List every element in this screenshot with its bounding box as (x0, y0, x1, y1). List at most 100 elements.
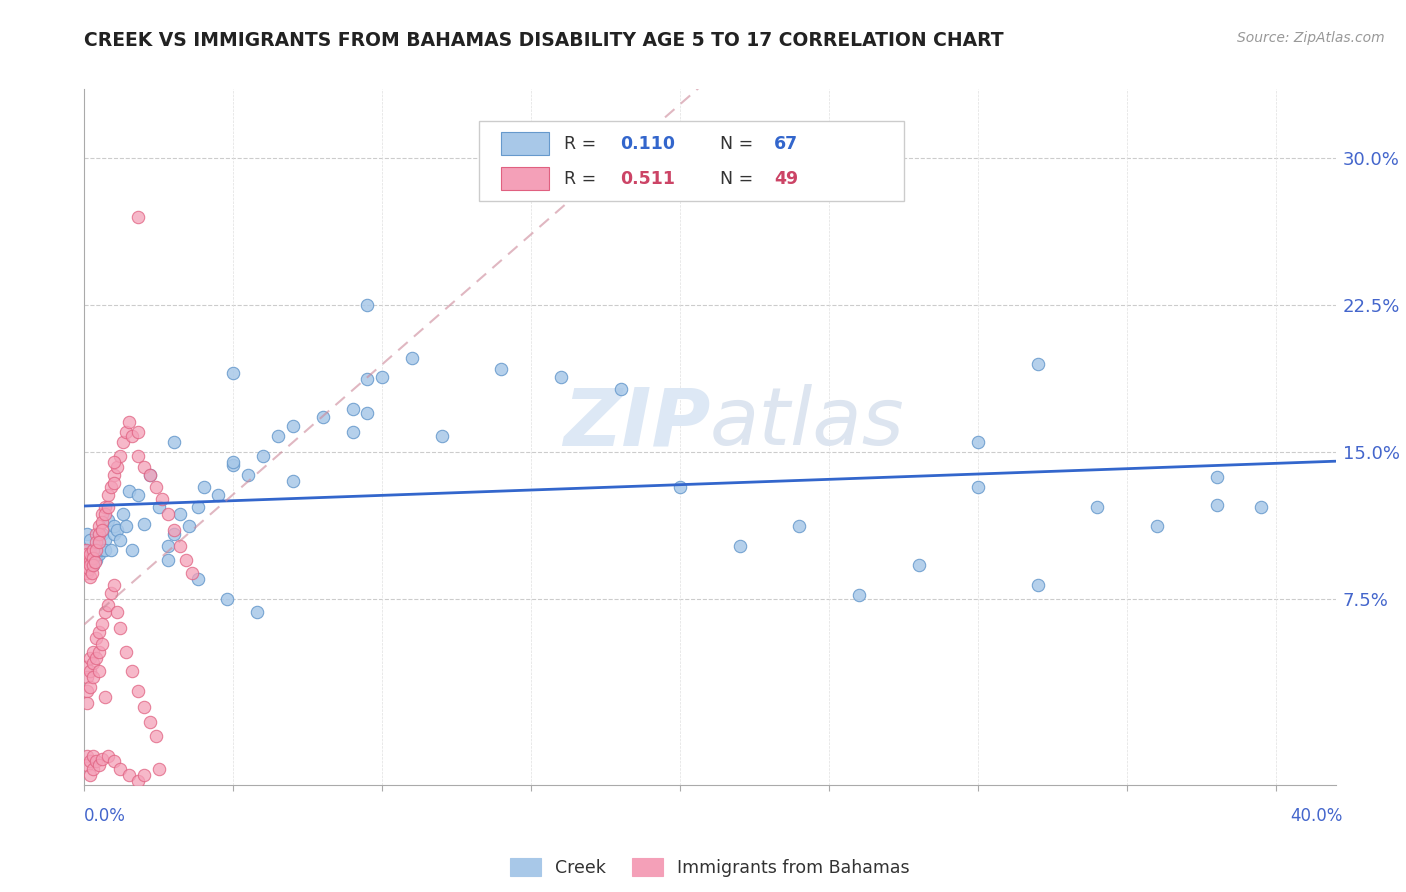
Text: 40.0%: 40.0% (1291, 806, 1343, 824)
Point (127, 684, 149, 698)
Point (127, 425, 149, 440)
Point (252, 449, 274, 463)
Point (100, 480, 122, 494)
Point (1085, 500, 1108, 514)
Point (76, 558, 98, 573)
Point (91, 527, 114, 541)
Point (103, 476, 125, 491)
Point (148, 762, 170, 776)
Point (127, 210, 149, 224)
Point (105, 523, 128, 537)
Point (79, 650, 101, 665)
Point (967, 434, 990, 449)
Y-axis label: Disability Age 5 to 17: Disability Age 5 to 17 (0, 348, 8, 526)
Point (79, 550, 101, 565)
Point (669, 480, 692, 494)
Point (91, 523, 114, 537)
Point (75, 660, 97, 674)
Point (145, 729, 167, 743)
Point (97, 488, 120, 502)
Point (79, 533, 101, 547)
Text: N =: N = (720, 170, 759, 188)
Point (97, 500, 120, 514)
Point (222, 454, 245, 468)
Point (139, 468, 162, 483)
Point (112, 508, 135, 522)
Point (108, 621, 131, 635)
Point (312, 409, 335, 424)
Point (1205, 498, 1227, 512)
Point (84, 552, 107, 566)
Point (163, 527, 186, 541)
Point (77, 562, 100, 576)
Text: 49: 49 (773, 170, 799, 188)
Point (193, 480, 215, 494)
Point (132, 517, 155, 532)
Point (82, 542, 104, 557)
Point (79, 558, 101, 573)
Point (169, 508, 191, 522)
Point (177, 519, 200, 533)
Point (281, 474, 304, 488)
Point (89, 527, 111, 541)
Point (84, 535, 107, 549)
Point (127, 774, 149, 789)
Point (112, 434, 135, 449)
Point (94, 500, 117, 514)
Point (105, 460, 128, 475)
Point (84, 755, 107, 769)
Point (127, 449, 149, 463)
Point (550, 370, 572, 384)
Point (118, 416, 141, 430)
Point (401, 351, 423, 365)
Point (75, 542, 97, 557)
Point (82, 542, 104, 557)
Point (76, 748, 98, 763)
Point (108, 449, 131, 463)
Point (132, 768, 155, 782)
Point (163, 434, 186, 449)
Point (267, 429, 290, 443)
Point (115, 519, 138, 533)
Point (91, 752, 114, 766)
Point (121, 542, 143, 557)
Point (100, 586, 122, 600)
Legend: Creek, Immigrants from Bahamas: Creek, Immigrants from Bahamas (503, 852, 917, 884)
Point (94, 508, 117, 522)
Point (79, 552, 101, 566)
Text: 0.110: 0.110 (620, 136, 675, 153)
FancyBboxPatch shape (501, 132, 548, 155)
Point (76, 527, 98, 541)
Point (91, 516, 114, 530)
Text: 0.0%: 0.0% (84, 806, 127, 824)
Point (89, 535, 111, 549)
Point (91, 617, 114, 632)
Point (97, 598, 120, 612)
Point (115, 425, 138, 440)
Point (430, 429, 453, 443)
Point (967, 480, 990, 494)
Text: ZIP: ZIP (562, 384, 710, 462)
Point (356, 298, 378, 312)
Point (342, 401, 364, 416)
Point (82, 558, 104, 573)
Point (89, 758, 111, 772)
Point (281, 419, 304, 434)
Point (94, 542, 117, 557)
Point (148, 500, 170, 514)
Point (76, 552, 98, 566)
Text: 0.511: 0.511 (620, 170, 675, 188)
Point (103, 755, 125, 769)
Point (91, 542, 114, 557)
Point (907, 558, 929, 573)
Point (246, 606, 269, 620)
Text: R =: R = (564, 170, 602, 188)
Point (97, 513, 120, 527)
Point (94, 690, 117, 704)
Point (94, 533, 117, 547)
Text: 67: 67 (773, 136, 799, 153)
Point (84, 650, 107, 665)
Point (207, 488, 229, 502)
FancyBboxPatch shape (501, 167, 548, 190)
Point (491, 362, 513, 376)
